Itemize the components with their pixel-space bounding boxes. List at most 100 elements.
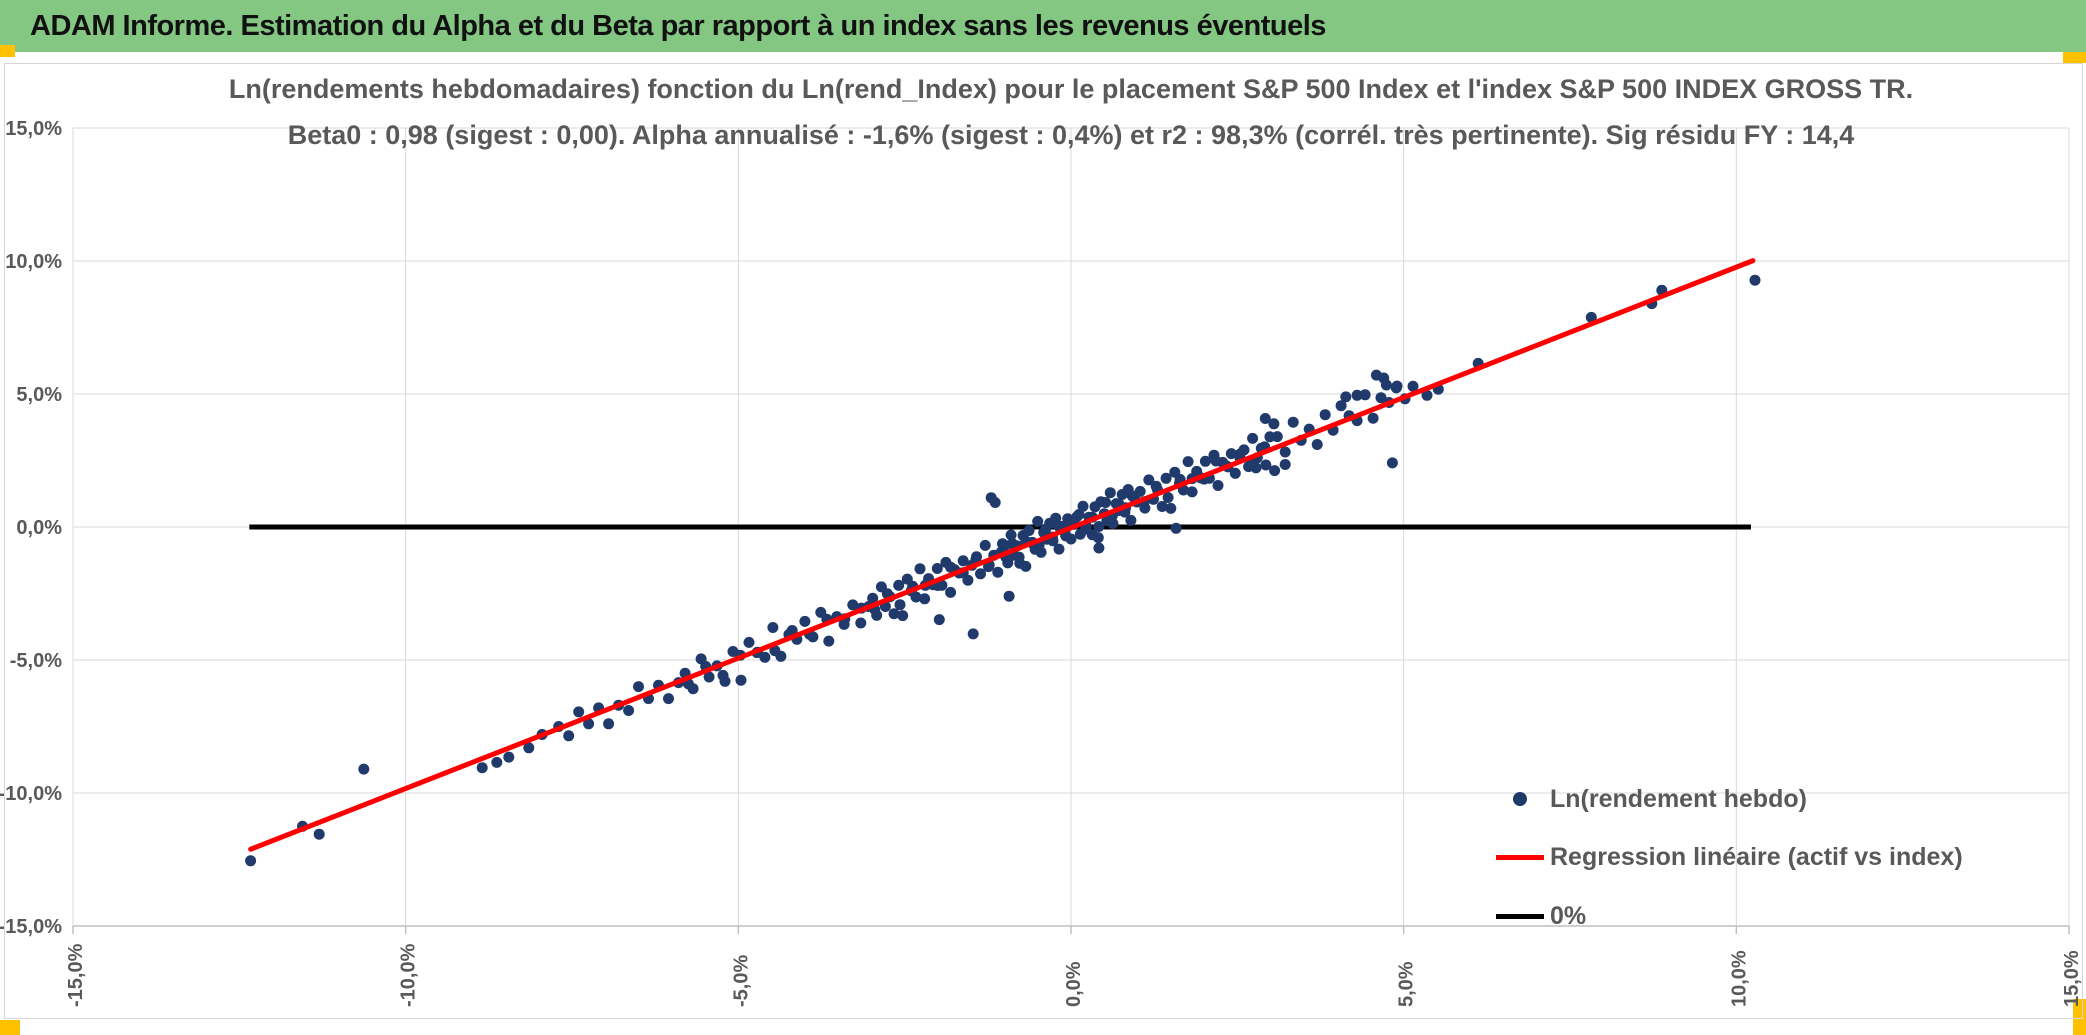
scatter-point [1165, 502, 1177, 514]
x-tick-label: -10,0% [398, 943, 420, 1007]
scatter-point [1359, 389, 1371, 401]
scatter-point [1225, 448, 1237, 460]
scatter-point [799, 615, 811, 627]
scatter-point [1093, 542, 1105, 554]
legend-item-zero[interactable]: 0% [1496, 901, 1586, 931]
scatter-point [1013, 551, 1025, 563]
scatter-point [989, 497, 1001, 508]
scatter-point [1092, 532, 1104, 544]
scatter-point [663, 693, 674, 705]
legend-line-marker-red [1496, 854, 1544, 860]
scatter-point [1199, 455, 1211, 467]
scatter-point [945, 561, 957, 573]
scatter-point [1279, 459, 1291, 470]
scatter-point [979, 539, 991, 551]
scatter-point [919, 593, 931, 605]
page-break-marker-bottom-left [0, 1020, 20, 1035]
scatter-series[interactable] [245, 274, 1761, 867]
scatter-point [1234, 448, 1246, 460]
y-tick-label: 10,0% [5, 251, 62, 273]
scatter-point [1421, 389, 1433, 401]
regression-line[interactable] [248, 258, 1756, 852]
scatter-point [1390, 382, 1402, 394]
scatter-point [523, 742, 535, 754]
scatter-point [1351, 389, 1363, 401]
scatter-point [888, 608, 900, 620]
y-tick-label: -5,0% [10, 650, 62, 672]
scatter-point [1160, 472, 1172, 484]
y-tick-label: 15,0% [5, 118, 62, 140]
legend-item-regression[interactable]: Regression linéaire (actif vs index) [1496, 842, 1963, 872]
scatter-point [735, 674, 747, 686]
scatter-point [1386, 457, 1398, 469]
scatter-point [823, 635, 835, 647]
scatter-point [1279, 446, 1291, 458]
scatter-point [1100, 497, 1112, 508]
scatter-point [767, 622, 779, 633]
scatter-point [1247, 432, 1259, 444]
y-tick-label: -10,0% [0, 783, 62, 805]
scatter-point [1050, 512, 1062, 524]
scatter-point [623, 705, 635, 716]
chart-title-line2: Beta0 : 0,98 (sigest : 0,00). Alpha annu… [287, 120, 1855, 150]
scatter-point [847, 599, 859, 611]
legend-item-scatter[interactable]: Ln(rendement hebdo) [1496, 784, 1807, 814]
scatter-point [1005, 529, 1017, 541]
y-tick-label: 5,0% [16, 384, 62, 406]
scatter-point [313, 828, 325, 840]
scatter-point [1077, 500, 1089, 512]
scatter-point [1126, 490, 1138, 502]
header-bar: ADAM Informe. Estimation du Alpha et du … [0, 0, 2086, 52]
scatter-point [914, 563, 926, 575]
scatter-point [945, 586, 957, 598]
y-tick-label: -15,0% [0, 916, 62, 938]
scatter-point [703, 671, 715, 683]
scatter-point [1186, 486, 1198, 498]
scatter-point [893, 579, 905, 591]
scatter-point [967, 628, 979, 640]
scatter-point [743, 636, 755, 648]
scatter-point [1020, 560, 1032, 572]
scatter-point [1749, 274, 1761, 286]
scatter-point [563, 730, 575, 742]
scatter-point [1093, 521, 1105, 532]
scatter-point [992, 566, 1004, 578]
scatter-point [573, 706, 585, 718]
scatter-point [897, 610, 909, 622]
scatter-point [1134, 485, 1146, 497]
x-tick-label: 15,0% [2061, 950, 2083, 1007]
scatter-point [1032, 515, 1044, 527]
scatter-point [583, 718, 595, 730]
scatter-point [894, 599, 906, 611]
scatter-point [1335, 400, 1347, 412]
page-break-marker-top-right [2063, 52, 2086, 63]
scatter-point [1340, 391, 1352, 403]
legend-label-regression: Regression linéaire (actif vs index) [1550, 842, 1963, 871]
scatter-point [1250, 462, 1262, 474]
scatter-point [1229, 467, 1241, 479]
scatter-point [838, 618, 850, 630]
legend-label-scatter: Ln(rendement hebdo) [1550, 784, 1807, 813]
legend-line-marker-black [1496, 913, 1544, 919]
scatter-point [931, 563, 943, 574]
scatter-point [1259, 413, 1271, 424]
scatter-point [1156, 501, 1168, 512]
scatter-point [1053, 543, 1065, 555]
y-tick-label: 0,0% [16, 517, 62, 539]
legend-dot-marker [1496, 792, 1544, 806]
scatter-point [1125, 514, 1137, 526]
legend-label-zero: 0% [1550, 901, 1587, 930]
scatter-point [245, 855, 257, 867]
scatter-point [476, 762, 488, 774]
scatter-point [1311, 439, 1323, 450]
x-tick-label: 0,0% [1063, 961, 1085, 1007]
scatter-point [910, 591, 922, 603]
scatter-point [786, 625, 798, 636]
scatter-point [1007, 538, 1018, 550]
scatter-point [491, 756, 503, 768]
scatter-point [957, 555, 969, 567]
scatter-point [1269, 465, 1281, 477]
scatter-point [1073, 509, 1085, 520]
scatter-point [358, 763, 370, 775]
